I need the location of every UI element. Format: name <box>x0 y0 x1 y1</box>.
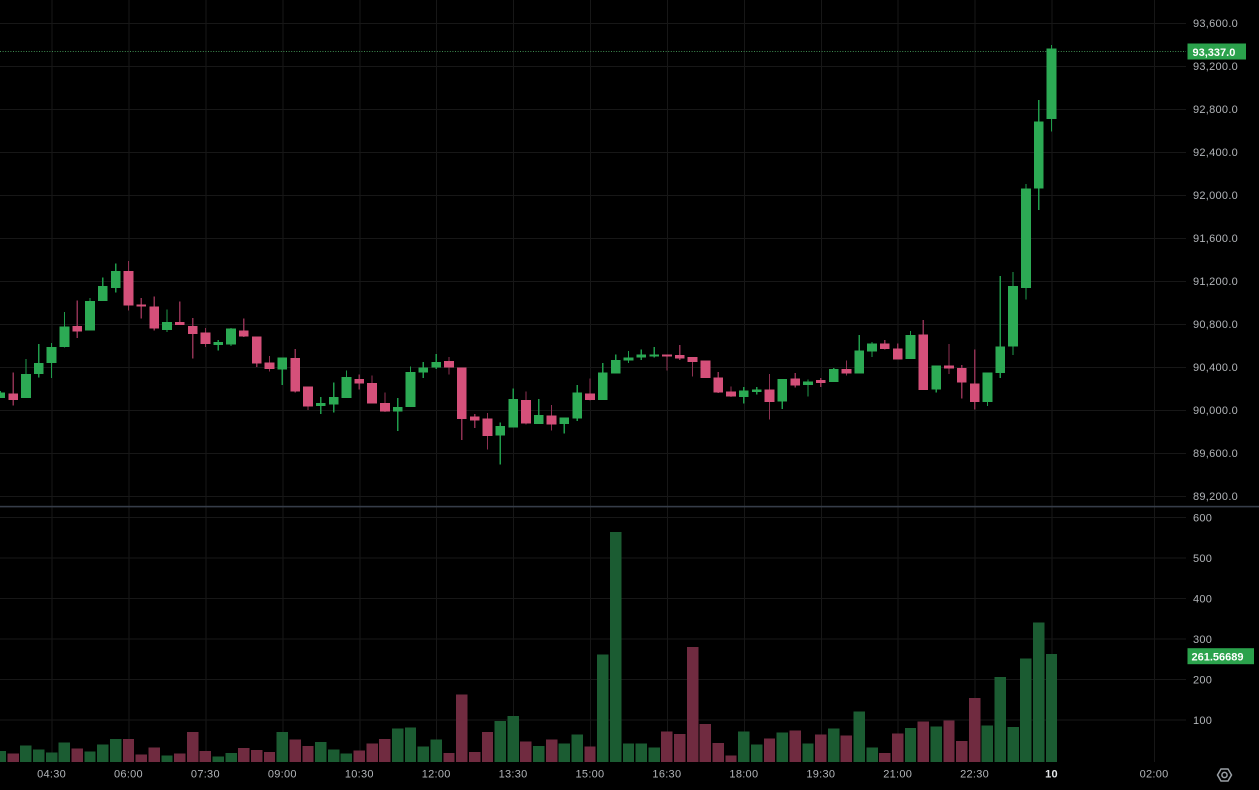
svg-text:92,000.0: 92,000.0 <box>1193 190 1238 202</box>
svg-text:15:00: 15:00 <box>576 769 605 781</box>
svg-text:02:00: 02:00 <box>1140 769 1169 781</box>
svg-text:12:00: 12:00 <box>422 769 451 781</box>
svg-text:16:30: 16:30 <box>652 769 681 781</box>
svg-text:400: 400 <box>1193 593 1212 605</box>
svg-text:91,200.0: 91,200.0 <box>1193 276 1238 288</box>
svg-text:89,200.0: 89,200.0 <box>1193 491 1238 503</box>
svg-text:100: 100 <box>1193 715 1212 727</box>
svg-text:22:30: 22:30 <box>960 769 989 781</box>
svg-text:200: 200 <box>1193 674 1212 686</box>
svg-text:18:00: 18:00 <box>729 769 758 781</box>
svg-text:10: 10 <box>1045 769 1058 781</box>
svg-text:90,800.0: 90,800.0 <box>1193 319 1238 331</box>
svg-text:13:30: 13:30 <box>499 769 528 781</box>
svg-text:09:00: 09:00 <box>268 769 297 781</box>
svg-text:500: 500 <box>1193 553 1212 565</box>
svg-text:04:30: 04:30 <box>37 769 66 781</box>
svg-text:90,400.0: 90,400.0 <box>1193 362 1238 374</box>
svg-text:261.56689: 261.56689 <box>1192 652 1244 664</box>
svg-text:06:00: 06:00 <box>114 769 143 781</box>
svg-text:93,600.0: 93,600.0 <box>1193 18 1238 30</box>
svg-text:92,400.0: 92,400.0 <box>1193 147 1238 159</box>
svg-text:300: 300 <box>1193 634 1212 646</box>
svg-text:93,337.0: 93,337.0 <box>1193 47 1236 59</box>
svg-text:90,000.0: 90,000.0 <box>1193 405 1238 417</box>
svg-text:92,800.0: 92,800.0 <box>1193 104 1238 116</box>
svg-text:19:30: 19:30 <box>806 769 835 781</box>
svg-text:89,600.0: 89,600.0 <box>1193 448 1238 460</box>
svg-text:600: 600 <box>1193 512 1212 524</box>
svg-text:93,200.0: 93,200.0 <box>1193 61 1238 73</box>
svg-text:21:00: 21:00 <box>883 769 912 781</box>
svg-text:91,600.0: 91,600.0 <box>1193 233 1238 245</box>
svg-text:07:30: 07:30 <box>191 769 220 781</box>
svg-text:10:30: 10:30 <box>345 769 374 781</box>
